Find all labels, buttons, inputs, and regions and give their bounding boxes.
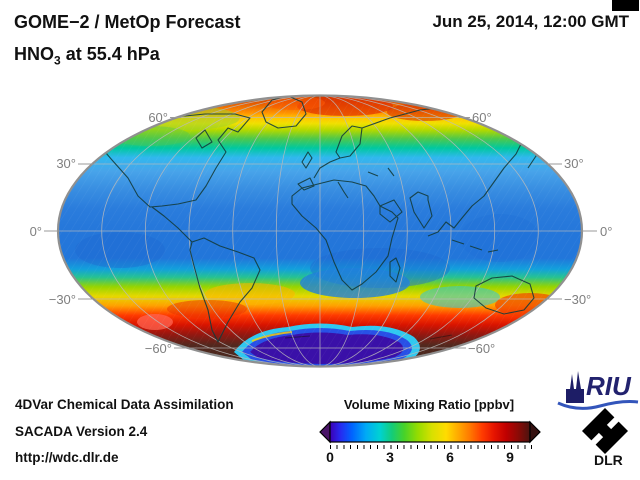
subtitle-rest: at 55.4 hPa	[60, 44, 160, 64]
footer-version-label: SACADA Version 2.4	[15, 424, 148, 439]
colorbar-gradient	[319, 420, 541, 444]
page-title: GOME−2 / MetOp Forecast	[14, 12, 241, 32]
lat-label: −60°	[468, 341, 495, 356]
river-wave-icon	[557, 400, 639, 410]
colorbar-left-arrow	[319, 420, 331, 444]
colorbar-tick-label: 0	[326, 449, 334, 465]
latitude-ticks	[44, 117, 597, 349]
lat-label: −60°	[145, 341, 172, 356]
dlr-logo: DLR	[582, 408, 628, 468]
lat-label: 0°	[30, 224, 42, 239]
graticule	[58, 95, 582, 367]
formula-base: HNO	[14, 44, 54, 64]
footer-assimilation-label: 4DVar Chemical Data Assimilation	[15, 397, 234, 412]
lat-label: 60°	[148, 110, 168, 125]
lat-label: 60°	[472, 110, 492, 125]
riu-logo-text: RIU	[586, 371, 632, 401]
map-field	[58, 95, 582, 367]
colorbar-body	[329, 421, 531, 443]
formula-subscript: 3	[54, 53, 61, 68]
colorbar-tick-label: 9	[506, 449, 514, 465]
lat-label: 30°	[564, 156, 584, 171]
lat-label: 0°	[600, 224, 612, 239]
cathedral-icon	[566, 371, 584, 403]
colorbar-right-arrow	[529, 420, 541, 444]
colorbar-tick-label: 3	[386, 449, 394, 465]
colorbar-minor-ticks	[330, 445, 532, 449]
lat-label: −30°	[564, 292, 591, 307]
footer-url: http://wdc.dlr.de	[15, 450, 119, 465]
riu-logo: RIU	[557, 371, 639, 410]
page-subtitle: HNO3 at 55.4 hPa	[14, 44, 160, 68]
latitude-labels: 60° 30° 0° −30° −60° 60° 30° 0° −30° −60…	[30, 110, 613, 356]
lat-label: 30°	[56, 156, 76, 171]
colorbar-title: Volume Mixing Ratio [ppbv]	[343, 397, 515, 412]
lat-label: −30°	[49, 292, 76, 307]
colorbar-tick-label: 6	[446, 449, 454, 465]
dlr-emblem-icon	[582, 408, 628, 454]
dlr-logo-text: DLR	[594, 452, 623, 468]
datetime-label: Jun 25, 2014, 12:00 GMT	[432, 12, 629, 31]
corner-marker	[612, 0, 639, 11]
